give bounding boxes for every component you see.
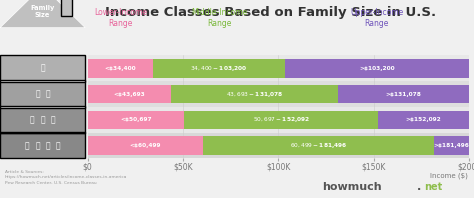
Text: ⦾: ⦾ <box>46 141 50 150</box>
Text: >$103,200: >$103,200 <box>359 66 395 71</box>
Text: $34,400 - $103,200: $34,400 - $103,200 <box>190 64 247 73</box>
Bar <box>338 85 469 103</box>
Text: >$152,092: >$152,092 <box>406 117 441 122</box>
Bar <box>88 110 184 129</box>
Text: ⦾: ⦾ <box>40 64 45 73</box>
Bar <box>88 59 153 78</box>
Text: Family
Size: Family Size <box>30 5 55 18</box>
Bar <box>184 110 378 129</box>
Text: >$181,496: >$181,496 <box>434 143 470 148</box>
Text: Upper-Income
Range: Upper-Income Range <box>350 8 403 28</box>
Text: ⦾: ⦾ <box>51 115 55 124</box>
Text: Lower-Income
Range: Lower-Income Range <box>94 8 147 28</box>
Text: Middle-Income
Range: Middle-Income Range <box>191 8 247 28</box>
Text: <$50,697: <$50,697 <box>120 117 152 122</box>
Text: ⦾: ⦾ <box>40 115 45 124</box>
Text: ⦾: ⦾ <box>56 141 61 150</box>
Bar <box>171 85 338 103</box>
Bar <box>88 81 469 107</box>
Bar <box>88 55 469 81</box>
Bar <box>88 133 469 158</box>
Text: <$60,499: <$60,499 <box>130 143 161 148</box>
Text: ⦾: ⦾ <box>35 89 40 99</box>
Text: howmuch: howmuch <box>322 182 382 192</box>
Text: <$43,693: <$43,693 <box>113 91 145 97</box>
Bar <box>378 110 469 129</box>
Bar <box>284 59 469 78</box>
Text: Article & Sources:
https://howmuch.net/articles/income-classes-in-america
Pew Re: Article & Sources: https://howmuch.net/a… <box>5 170 127 185</box>
Text: ⦾: ⦾ <box>46 89 50 99</box>
Text: $50,697 - $152,092: $50,697 - $152,092 <box>253 115 310 124</box>
Bar <box>153 59 284 78</box>
Bar <box>434 136 469 155</box>
Text: $43,693 - $131,078: $43,693 - $131,078 <box>226 89 283 99</box>
Text: .: . <box>417 182 421 192</box>
Bar <box>203 136 434 155</box>
Text: <$34,400: <$34,400 <box>105 66 137 71</box>
Bar <box>88 107 469 133</box>
Bar <box>88 136 203 155</box>
Text: ⦾: ⦾ <box>30 115 35 124</box>
Text: Income Classes Based on Family Size in U.S.: Income Classes Based on Family Size in U… <box>105 6 436 19</box>
Text: Income ($): Income ($) <box>430 172 468 179</box>
Text: $60,499 - $181,496: $60,499 - $181,496 <box>290 141 347 150</box>
Bar <box>88 85 171 103</box>
Text: >$131,078: >$131,078 <box>385 91 421 97</box>
Text: net: net <box>424 182 443 192</box>
Text: ⦾: ⦾ <box>25 141 29 150</box>
Text: ⦾: ⦾ <box>35 141 40 150</box>
